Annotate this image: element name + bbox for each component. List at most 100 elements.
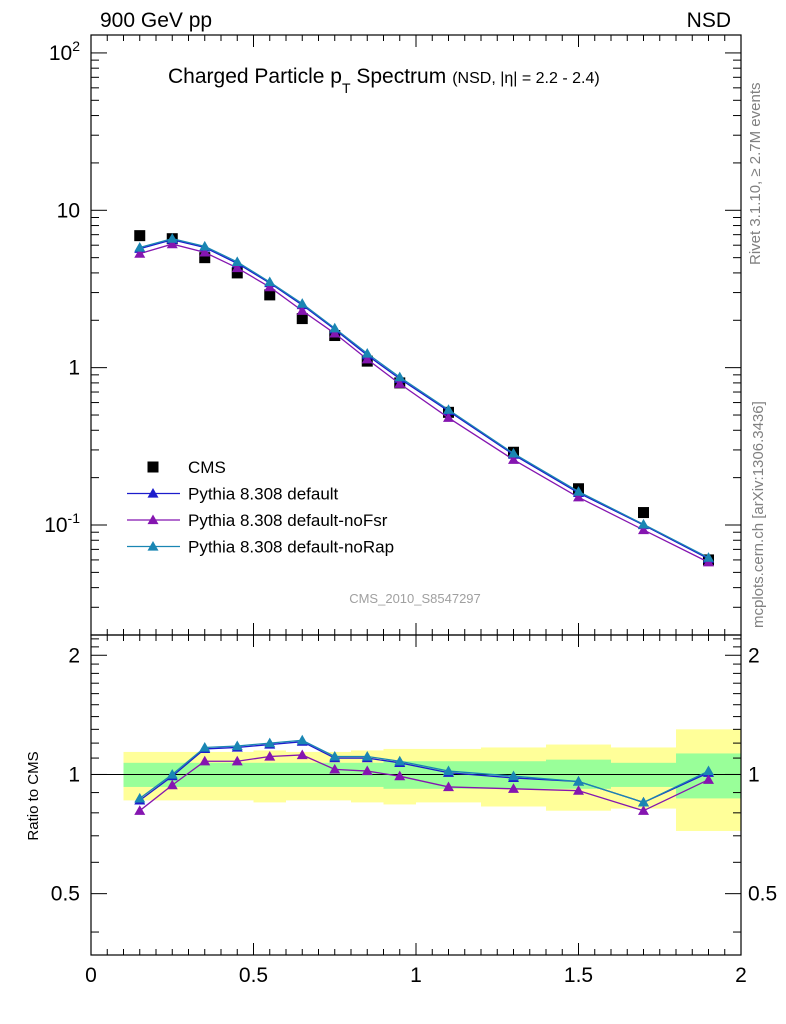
ratio-panel-axes: 0 0.5 1 1.5 2 0.5 0.5 1 1 2 2	[51, 35, 777, 987]
x-tick-label: 2	[735, 964, 747, 987]
main-data-point	[703, 552, 714, 562]
ratio-data-point	[703, 765, 714, 776]
y-tick-label: 10-1	[44, 510, 80, 537]
ratio-data-point	[231, 755, 243, 766]
ratio-data-point	[329, 763, 341, 774]
main-data-point	[166, 233, 178, 243]
main-data-point	[199, 246, 211, 257]
ratio-series-line	[139, 754, 709, 812]
legend-marker	[147, 461, 159, 473]
chart-title-main: Charged Particle p	[168, 65, 342, 88]
main-series-line	[139, 238, 709, 559]
main-data-point	[394, 371, 406, 382]
ratio-series-1	[134, 749, 714, 815]
y-tick-label: 102	[49, 38, 80, 65]
ratio-data-point	[199, 755, 211, 766]
chart-title-rest: Spectrum	[351, 65, 447, 88]
ratio-series-line	[139, 739, 709, 804]
main-data-point	[296, 298, 308, 308]
y-tick-label-base: 10	[49, 42, 72, 65]
legend-marker	[147, 514, 159, 525]
main-data-point	[329, 327, 341, 338]
main-data-point	[264, 289, 276, 301]
main-data-point	[134, 248, 146, 258]
ratio-data-point	[361, 765, 373, 776]
y-tick-label: 1	[68, 357, 80, 380]
rivet-label: Rivet 3.1.10, ≥ 2.7M events	[747, 83, 764, 266]
main-data-point	[361, 353, 373, 364]
chart-title-subscript: T	[342, 80, 351, 96]
main-data-point	[134, 242, 146, 252]
watermark: CMS_2010_S8547297	[349, 591, 481, 606]
chart-subtitle: (NSD, |η| = 2.2 - 2.4)	[452, 70, 599, 87]
main-data-point	[638, 507, 649, 519]
ratio-data-point	[573, 775, 584, 786]
main-data-point	[134, 230, 146, 242]
ratio-y-tick-label-right: 2	[748, 644, 760, 667]
ratio-data-point	[264, 737, 276, 748]
x-tick-label: 1	[410, 964, 422, 987]
main-data-point	[296, 313, 308, 325]
ratio-y-tick-label-left: 2	[68, 644, 80, 667]
main-data-point	[638, 518, 649, 529]
ratio-data-point	[443, 765, 454, 776]
x-tick-label: 1.5	[564, 964, 593, 987]
ratio-data-point	[443, 781, 454, 792]
main-data-point	[199, 252, 211, 264]
main-data-point	[573, 491, 584, 502]
main-data-point	[296, 305, 308, 315]
y-tick-label: 10	[57, 199, 80, 222]
main-series-2	[134, 238, 714, 567]
ratio-data-point	[166, 768, 178, 779]
ratio-data-point	[638, 796, 649, 807]
main-data-point	[361, 348, 373, 358]
main-series-line	[139, 243, 709, 563]
main-panel-series	[134, 230, 714, 567]
x-tick-label: 0.5	[239, 964, 268, 987]
chart-title: Charged Particle pT Spectrum (NSD, |η| = …	[168, 65, 600, 96]
ratio-series-2	[134, 734, 714, 807]
ratio-y-tick-label-left: 0.5	[51, 883, 80, 906]
legend-marker	[147, 541, 159, 551]
main-data-point	[264, 276, 276, 287]
legend-label: Pythia 8.308 default	[188, 485, 339, 504]
main-data-point	[573, 486, 584, 496]
legend-marker	[147, 488, 159, 498]
main-series-3	[134, 233, 714, 562]
main-data-point	[394, 378, 406, 388]
ratio-data-point	[231, 740, 243, 751]
main-data-point	[443, 412, 454, 422]
main-data-point	[231, 262, 243, 273]
ratio-data-point	[329, 751, 341, 761]
ratio-data-point	[134, 805, 146, 815]
ratio-data-point	[296, 749, 308, 760]
mcplots-label: mcplots.cern.ch [arXiv:1306.3436]	[750, 401, 767, 628]
ratio-data-point	[508, 783, 519, 793]
ratio-data-point	[134, 792, 146, 803]
ratio-data-point	[573, 785, 584, 795]
main-data-point	[166, 238, 178, 249]
main-data-point	[508, 454, 519, 464]
main-data-point	[264, 281, 276, 292]
legend: CMS Pythia 8.308 default Pythia 8.308 defa…	[127, 458, 394, 557]
header-right: NSD	[687, 9, 731, 32]
y-tick-label-exponent: -1	[68, 510, 81, 526]
ratio-data-point	[296, 734, 308, 745]
y-tick-label-base: 10	[44, 514, 67, 537]
ratio-data-point	[361, 751, 373, 761]
y-tick-label-exponent: 2	[72, 38, 80, 54]
ratio-data-point	[394, 755, 406, 766]
ratio-data-point	[508, 770, 519, 781]
main-data-point	[638, 524, 649, 535]
main-data-point	[231, 256, 243, 267]
ratio-data-point	[199, 741, 211, 752]
ratio-y-axis-label: Ratio to CMS	[25, 751, 42, 840]
ratio-y-tick-label-right: 0.5	[748, 883, 777, 906]
ratio-data-point	[264, 751, 276, 761]
ratio-data-point	[638, 805, 649, 815]
legend-label: Pythia 8.308 default-noRap	[188, 538, 394, 557]
main-data-point	[443, 404, 454, 414]
main-data-point	[231, 267, 243, 279]
x-tick-label: 0	[85, 964, 97, 987]
